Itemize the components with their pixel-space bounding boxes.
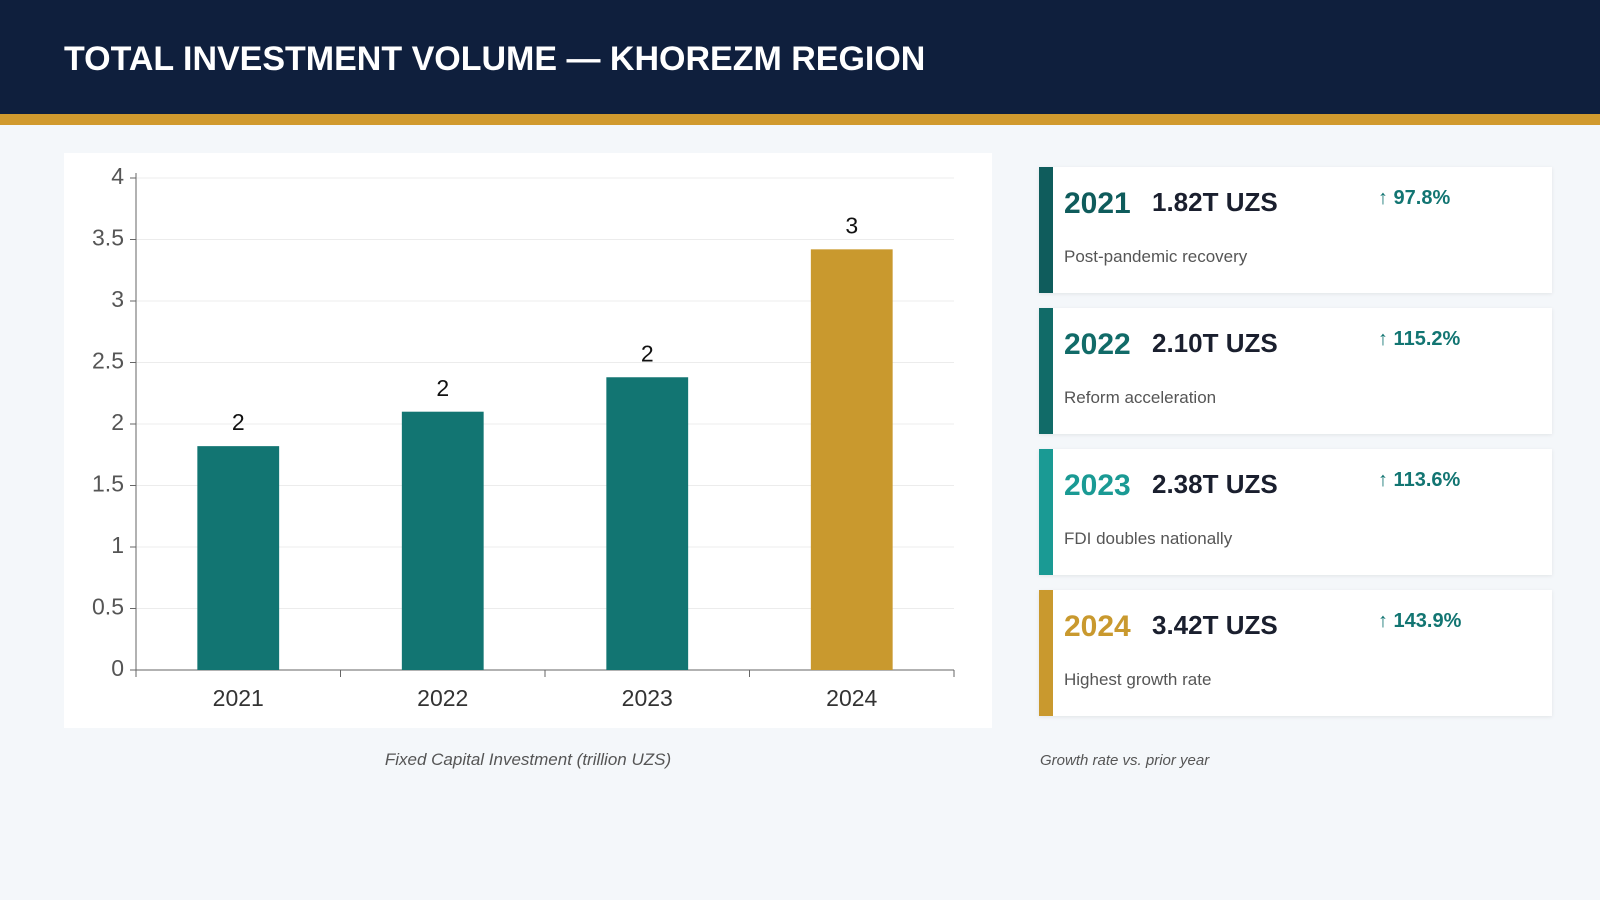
bar <box>810 249 893 670</box>
stat-card: 2024 3.42T UZS ↑ 143.9% Highest growth rate <box>1039 590 1552 716</box>
header: TOTAL INVESTMENT VOLUME — KHOREZM REGION <box>0 0 1600 125</box>
card-accent <box>1039 308 1053 434</box>
card-growth: ↑ 115.2% <box>1378 328 1461 350</box>
y-tick-label: 2.5 <box>92 348 124 374</box>
card-amount: 2.10T UZS <box>1152 328 1278 358</box>
chart-panel: 0 0.5 1 1.5 2 2.5 3 3.5 4 2021 2 2022 2 2023 2 2024 3 <box>64 153 992 728</box>
card-note: Reform acceleration <box>1064 388 1217 407</box>
y-tick-label: 4 <box>111 163 124 189</box>
chart-caption: Fixed Capital Investment (trillion UZS) <box>384 750 672 769</box>
card-year: 2023 <box>1064 469 1131 502</box>
card-amount: 2.38T UZS <box>1152 469 1278 499</box>
value-label: 2 <box>641 340 654 366</box>
card-year: 2021 <box>1064 187 1131 220</box>
card-growth: ↑ 97.8% <box>1378 187 1451 209</box>
y-tick-label: 0 <box>111 655 124 681</box>
card-amount: 3.42T UZS <box>1152 610 1278 640</box>
x-tick-label: 2022 <box>417 685 468 711</box>
card-note: Highest growth rate <box>1064 670 1212 689</box>
bar <box>606 377 689 670</box>
bar <box>197 446 280 670</box>
value-label: 3 <box>845 212 858 238</box>
card-note: Post-pandemic recovery <box>1064 247 1248 266</box>
card-growth: ↑ 113.6% <box>1378 469 1461 491</box>
card-year: 2024 <box>1064 610 1131 643</box>
x-tick-label: 2021 <box>213 685 264 711</box>
page-title: TOTAL INVESTMENT VOLUME — KHOREZM REGION <box>64 40 926 78</box>
y-tick-label: 3 <box>111 286 124 312</box>
value-label: 2 <box>232 409 245 435</box>
cards-note: Growth rate vs. prior year <box>1040 752 1210 769</box>
card-year: 2022 <box>1064 328 1131 361</box>
card-accent <box>1039 167 1053 293</box>
stat-card: 2023 2.38T UZS ↑ 113.6% FDI doubles nationa… <box>1039 449 1552 575</box>
y-tick-label: 0.5 <box>92 594 124 620</box>
chart: 0 0.5 1 1.5 2 2.5 3 3.5 4 2021 2 2022 2 2023 2 2024 3 <box>92 163 955 711</box>
y-tick-label: 2 <box>111 409 124 435</box>
stat-card: 2022 2.10T UZS ↑ 115.2% Reform acceleration <box>1039 308 1552 434</box>
y-tick-label: 1 <box>111 532 124 558</box>
card-accent <box>1039 590 1053 716</box>
bar <box>401 411 484 670</box>
card-accent <box>1039 449 1053 575</box>
x-tick-label: 2023 <box>622 685 673 711</box>
y-tick-label: 3.5 <box>92 225 124 251</box>
value-label: 2 <box>436 375 449 401</box>
stat-card: 2021 1.82T UZS ↑ 97.8% Post-pandemic recove… <box>1039 167 1552 293</box>
x-tick-label: 2024 <box>826 685 877 711</box>
card-note: FDI doubles nationally <box>1064 529 1233 548</box>
card-growth: ↑ 143.9% <box>1378 610 1462 632</box>
y-tick-label: 1.5 <box>92 471 124 497</box>
card-amount: 1.82T UZS <box>1152 187 1278 217</box>
